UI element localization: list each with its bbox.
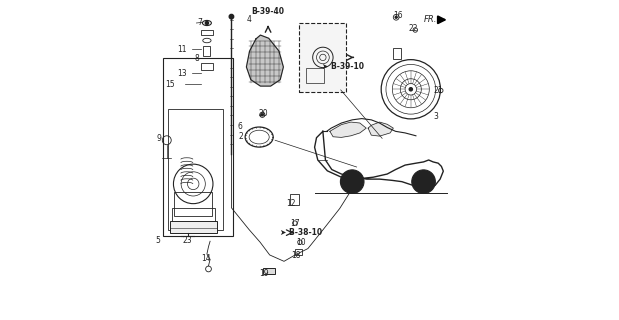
Bar	[203, 46, 210, 56]
Text: 19: 19	[259, 269, 269, 278]
Bar	[290, 195, 300, 205]
Bar	[300, 23, 347, 92]
Text: 17: 17	[290, 219, 300, 228]
Bar	[295, 249, 303, 255]
Bar	[393, 48, 401, 59]
Text: 7: 7	[197, 18, 202, 27]
Circle shape	[412, 170, 435, 194]
Text: 4: 4	[246, 15, 251, 24]
Bar	[174, 192, 212, 216]
Bar	[262, 268, 275, 274]
Circle shape	[206, 21, 209, 25]
Text: 5: 5	[156, 236, 160, 245]
Text: 22: 22	[409, 24, 418, 33]
Bar	[201, 63, 213, 70]
Text: 3: 3	[433, 113, 438, 122]
Bar	[170, 220, 217, 233]
Text: 2: 2	[238, 132, 243, 140]
Polygon shape	[368, 122, 393, 136]
Circle shape	[395, 16, 397, 18]
Text: 16: 16	[393, 12, 403, 20]
Text: 9: 9	[156, 134, 161, 143]
Circle shape	[409, 88, 412, 91]
Bar	[201, 30, 213, 35]
Text: 14: 14	[201, 254, 210, 263]
Text: 6: 6	[238, 122, 243, 131]
Text: 13: 13	[177, 68, 187, 77]
Text: 21: 21	[434, 86, 443, 95]
Polygon shape	[246, 35, 284, 86]
Text: ➤ B-38-10: ➤ B-38-10	[280, 228, 322, 237]
Text: 11: 11	[177, 44, 187, 54]
Bar	[172, 208, 215, 222]
Text: 23: 23	[182, 236, 192, 245]
Bar	[306, 68, 324, 83]
Text: B-39-40: B-39-40	[251, 7, 285, 16]
Text: 8: 8	[194, 54, 199, 63]
Circle shape	[229, 14, 233, 19]
Text: 12: 12	[287, 198, 296, 207]
Bar	[168, 109, 223, 230]
Text: FR.: FR.	[423, 15, 437, 24]
Text: 18: 18	[291, 251, 301, 260]
Circle shape	[261, 114, 263, 116]
Text: 15: 15	[165, 80, 175, 89]
Text: ➤ B-39-10: ➤ B-39-10	[322, 61, 364, 70]
Polygon shape	[330, 122, 366, 137]
Bar	[163, 58, 233, 236]
Text: 20: 20	[259, 109, 268, 118]
Circle shape	[340, 170, 364, 194]
Text: 10: 10	[296, 238, 305, 247]
